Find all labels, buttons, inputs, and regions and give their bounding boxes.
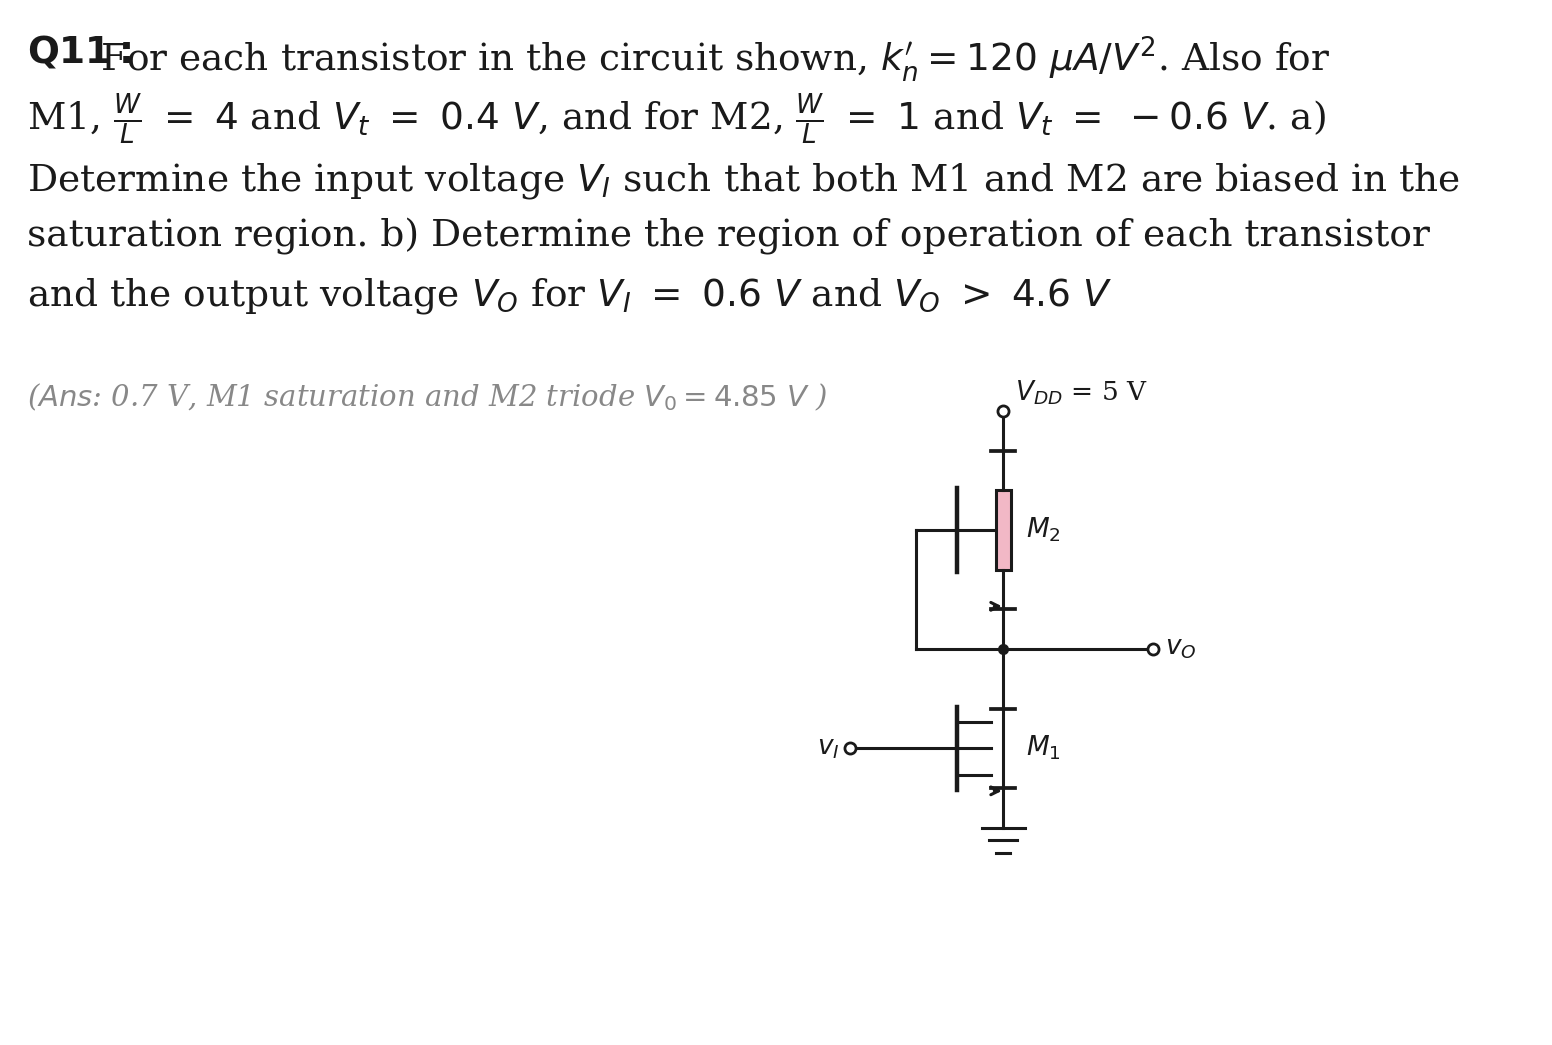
Text: $\mathbf{Q11:}$: $\mathbf{Q11:}$ <box>28 33 132 71</box>
Text: $v_O$: $v_O$ <box>1164 636 1197 661</box>
Text: $V_{DD}$ = 5 V: $V_{DD}$ = 5 V <box>1015 378 1147 407</box>
Text: and the output voltage $V_O$ for $V_I\ =\ 0.6\ V$ and $V_O\ >\ 4.6\ V$: and the output voltage $V_O$ for $V_I\ =… <box>28 276 1113 316</box>
Text: For each transistor in the circuit shown, $k_n' = 120\ \mu A/V^2$. Also for: For each transistor in the circuit shown… <box>99 33 1330 84</box>
Text: M1, $\frac{W}{L}\ =\ 4$ and $V_t\ =\ 0.4\ V$, and for M2, $\frac{W}{L}\ =\ 1$ an: M1, $\frac{W}{L}\ =\ 4$ and $V_t\ =\ 0.4… <box>28 92 1327 147</box>
Bar <box>996 490 1010 570</box>
Text: saturation region. b) Determine the region of operation of each transistor: saturation region. b) Determine the regi… <box>28 218 1431 255</box>
Text: $M_1$: $M_1$ <box>1026 734 1062 763</box>
Text: Determine the input voltage $V_I$ such that both M1 and M2 are biased in the: Determine the input voltage $V_I$ such t… <box>28 161 1460 201</box>
Text: $v_I$: $v_I$ <box>818 736 840 761</box>
Text: ($\mathit{Ans}$: 0.7 V, M1 saturation and M2 triode $V_0 = 4.85\ V$ ): ($\mathit{Ans}$: 0.7 V, M1 saturation an… <box>28 381 829 413</box>
Text: $M_2$: $M_2$ <box>1026 515 1062 544</box>
